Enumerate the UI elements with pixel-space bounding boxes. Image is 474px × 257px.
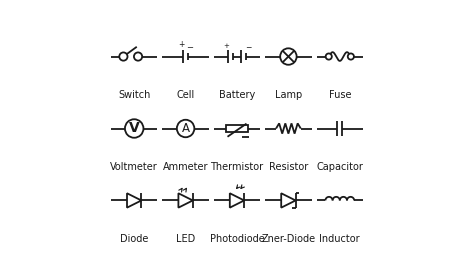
Text: Switch: Switch — [118, 90, 150, 100]
Text: Diode: Diode — [120, 234, 148, 244]
Text: −: − — [186, 43, 193, 52]
Text: Battery: Battery — [219, 90, 255, 100]
Circle shape — [119, 52, 128, 61]
Text: Voltmeter: Voltmeter — [110, 162, 158, 172]
Circle shape — [134, 52, 142, 61]
Text: Zner-Diode: Zner-Diode — [261, 234, 316, 244]
Text: −: − — [245, 43, 251, 52]
Text: Cell: Cell — [176, 90, 195, 100]
Text: Fuse: Fuse — [328, 90, 351, 100]
Circle shape — [326, 53, 332, 60]
Text: Lamp: Lamp — [275, 90, 302, 100]
Text: +: + — [178, 40, 184, 49]
Circle shape — [177, 120, 194, 137]
Circle shape — [348, 53, 354, 60]
Text: LED: LED — [176, 234, 195, 244]
Text: A: A — [182, 122, 190, 135]
Bar — [226, 125, 248, 132]
Text: Resistor: Resistor — [269, 162, 308, 172]
Text: Thermistor: Thermistor — [210, 162, 264, 172]
Circle shape — [125, 119, 144, 138]
Text: Ammeter: Ammeter — [163, 162, 209, 172]
Text: V: V — [129, 122, 139, 135]
Text: Capacitor: Capacitor — [316, 162, 363, 172]
Text: +: + — [224, 43, 229, 49]
Text: Inductor: Inductor — [319, 234, 360, 244]
Text: Photodiode: Photodiode — [210, 234, 264, 244]
